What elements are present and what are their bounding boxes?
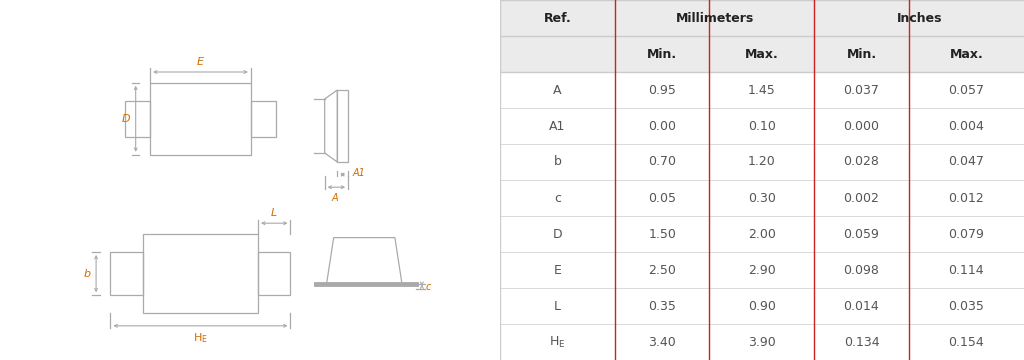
Text: 0.098: 0.098 <box>844 264 880 276</box>
Bar <box>258 252 291 295</box>
Text: A: A <box>332 193 338 203</box>
Bar <box>143 234 258 313</box>
Text: H$_\mathsf{E}$: H$_\mathsf{E}$ <box>194 331 208 345</box>
Text: 2.00: 2.00 <box>748 228 776 240</box>
Bar <box>500 0 1024 72</box>
Text: b: b <box>553 156 561 168</box>
Text: 0.000: 0.000 <box>844 120 880 132</box>
Text: Min.: Min. <box>847 48 877 60</box>
Text: 1.20: 1.20 <box>748 156 776 168</box>
Text: 0.95: 0.95 <box>648 84 676 96</box>
Text: A: A <box>553 84 561 96</box>
Text: 0.028: 0.028 <box>844 156 880 168</box>
Text: Max.: Max. <box>949 48 983 60</box>
Text: 0.70: 0.70 <box>648 156 676 168</box>
Text: 0.035: 0.035 <box>948 300 984 312</box>
Text: H$_\mathsf{E}$: H$_\mathsf{E}$ <box>549 334 565 350</box>
Bar <box>125 101 151 137</box>
Bar <box>151 83 251 155</box>
Text: c: c <box>554 192 561 204</box>
Text: Min.: Min. <box>647 48 677 60</box>
Text: 3.40: 3.40 <box>648 336 676 348</box>
Text: 2.50: 2.50 <box>648 264 676 276</box>
Text: Ref.: Ref. <box>544 12 571 24</box>
Bar <box>251 101 276 137</box>
Text: 1.45: 1.45 <box>748 84 776 96</box>
Text: Millimeters: Millimeters <box>676 12 754 24</box>
Text: 0.10: 0.10 <box>748 120 776 132</box>
Text: A1: A1 <box>352 168 366 178</box>
Text: L: L <box>554 300 561 312</box>
Text: 0.154: 0.154 <box>948 336 984 348</box>
Text: D: D <box>122 114 130 124</box>
Text: 0.002: 0.002 <box>844 192 880 204</box>
Text: L: L <box>271 208 278 218</box>
Text: 0.004: 0.004 <box>948 120 984 132</box>
Text: 2.90: 2.90 <box>748 264 776 276</box>
Text: 0.35: 0.35 <box>648 300 676 312</box>
Text: 0.114: 0.114 <box>948 264 984 276</box>
Bar <box>111 252 143 295</box>
Text: 1.50: 1.50 <box>648 228 676 240</box>
Text: b: b <box>84 269 91 279</box>
Text: E: E <box>197 57 204 67</box>
Text: 0.059: 0.059 <box>844 228 880 240</box>
Text: Max.: Max. <box>745 48 778 60</box>
Text: A1: A1 <box>549 120 565 132</box>
Text: 0.00: 0.00 <box>648 120 676 132</box>
Text: 0.079: 0.079 <box>948 228 984 240</box>
Text: 0.012: 0.012 <box>948 192 984 204</box>
Text: 0.90: 0.90 <box>748 300 776 312</box>
Bar <box>337 90 348 162</box>
Text: 0.30: 0.30 <box>748 192 776 204</box>
Text: 3.90: 3.90 <box>748 336 776 348</box>
Text: 0.047: 0.047 <box>948 156 984 168</box>
Text: E: E <box>553 264 561 276</box>
Text: 0.134: 0.134 <box>844 336 880 348</box>
Text: Inches: Inches <box>896 12 942 24</box>
Text: D: D <box>553 228 562 240</box>
Text: 0.057: 0.057 <box>948 84 984 96</box>
Text: 0.037: 0.037 <box>844 84 880 96</box>
Text: 0.014: 0.014 <box>844 300 880 312</box>
Text: c: c <box>426 282 431 292</box>
Text: 0.05: 0.05 <box>648 192 676 204</box>
